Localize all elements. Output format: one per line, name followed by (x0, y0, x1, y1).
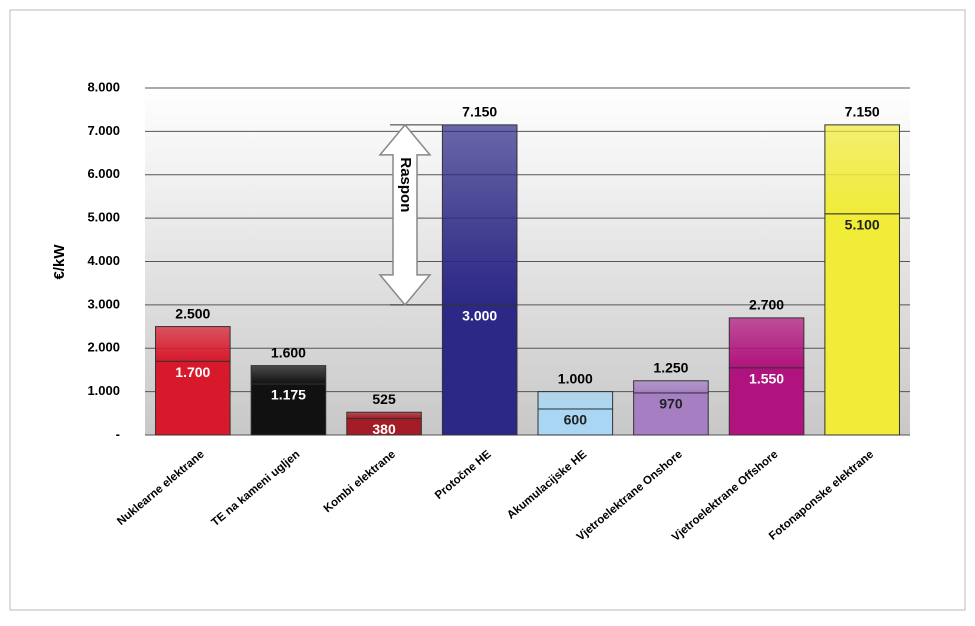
y-tick-label: 4.000 (87, 253, 120, 268)
bar-low (155, 360, 231, 436)
bar-range (250, 365, 327, 385)
value-label: 600 (564, 412, 588, 428)
y-tick-label: 7.000 (87, 123, 120, 138)
value-label: 1.000 (558, 370, 593, 386)
value-label: 525 (372, 391, 396, 407)
value-label: 7.150 (462, 104, 497, 120)
value-label: 970 (659, 396, 683, 412)
value-label: 7.150 (845, 104, 880, 120)
bar-range (824, 124, 900, 215)
bar-range (633, 380, 709, 394)
bar-range (441, 124, 518, 306)
bar-range (537, 391, 614, 410)
y-tick-label: 8.000 (87, 79, 120, 94)
value-label: 2.500 (175, 305, 210, 321)
value-label: 3.000 (462, 308, 497, 324)
bar-low (824, 213, 900, 436)
annotation: Raspon (397, 157, 414, 212)
value-label: 1.700 (175, 364, 210, 380)
range-arrow (378, 123, 432, 307)
value-label: 380 (372, 421, 396, 437)
y-tick-label: 3.000 (87, 296, 120, 311)
y-tick-label: 6.000 (87, 166, 120, 181)
value-label: 1.550 (749, 370, 784, 386)
bar-range (155, 326, 231, 362)
value-label: 1.250 (653, 359, 688, 375)
y-tick-label: - (116, 426, 120, 441)
bar-range (346, 411, 422, 420)
y-tick-label: 1.000 (87, 383, 120, 398)
bar-low (441, 304, 518, 436)
y-tick-label: 5.000 (87, 210, 120, 225)
value-label: 2.700 (749, 297, 784, 313)
value-label: 1.175 (271, 387, 306, 403)
value-label: 5.100 (845, 216, 880, 232)
bar-low (728, 367, 805, 436)
y-tick-label: 2.000 (87, 340, 120, 355)
y-axis-label: €/kW (51, 244, 68, 280)
bar-low (633, 392, 709, 436)
bar-range (728, 317, 805, 369)
value-label: 1.600 (271, 344, 306, 360)
